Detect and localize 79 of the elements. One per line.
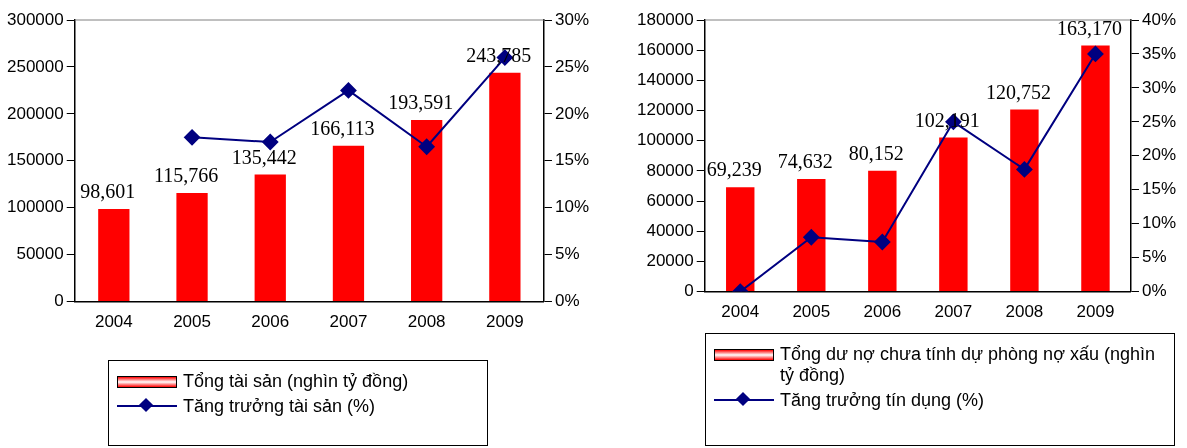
x-tick-label: 2006 xyxy=(863,302,902,322)
data-label: 163,170 xyxy=(1056,16,1122,39)
legend-label: Tăng trưởng tài sản (%) xyxy=(183,396,375,417)
y-tick-label: 100000 xyxy=(6,197,64,217)
point xyxy=(418,138,435,155)
y-tick-label: 50000 xyxy=(16,244,64,264)
y-tick-label: 150000 xyxy=(6,150,64,170)
y-tick-label: 160000 xyxy=(636,39,694,59)
point xyxy=(340,82,357,99)
bar xyxy=(1081,45,1110,292)
bar xyxy=(176,192,208,302)
point xyxy=(874,234,891,251)
y-tick-label: 250000 xyxy=(6,56,64,76)
y2-tick-label: 15% xyxy=(1141,179,1177,199)
point xyxy=(803,229,820,246)
y2-tick-label: 5% xyxy=(1141,247,1167,267)
x-tick-label: 2005 xyxy=(792,302,831,322)
bar xyxy=(411,119,443,302)
point xyxy=(184,129,201,146)
data-label: 120,752 xyxy=(985,80,1051,103)
data-label: 166,113 xyxy=(310,116,375,139)
y2-tick-label: 30% xyxy=(1141,77,1177,97)
legend-label: Tổng tài sản (nghìn tỷ đồng) xyxy=(183,371,409,392)
y2-tick-label: 0% xyxy=(554,291,580,311)
y-tick-label: 100000 xyxy=(636,130,694,150)
data-label: 193,591 xyxy=(388,91,454,114)
point xyxy=(1016,161,1033,178)
y2-tick-label: 20% xyxy=(554,103,590,123)
x-tick-label: 2004 xyxy=(94,312,133,332)
x-tick-label: 2008 xyxy=(1005,302,1044,322)
y2-tick-label: 40% xyxy=(1141,9,1177,29)
x-tick-label: 2007 xyxy=(329,312,368,332)
y2-tick-label: 20% xyxy=(1141,145,1177,165)
y-tick-label: 120000 xyxy=(636,100,694,120)
data-label: 74,632 xyxy=(777,150,833,173)
data-label: 98,601 xyxy=(80,180,136,203)
y2-tick-label: 25% xyxy=(1141,111,1177,131)
y-tick-label: 60000 xyxy=(646,190,694,210)
x-tick-label: 2009 xyxy=(485,312,524,332)
bar xyxy=(868,170,897,292)
y2-tick-label: 35% xyxy=(1141,43,1177,63)
legend-label: Tổng dư nợ chưa tính dự phòng nợ xấu (nghìn tỷ đồng) xyxy=(780,344,1156,386)
bar xyxy=(939,137,968,292)
y2-tick-label: 10% xyxy=(554,197,590,217)
bar xyxy=(254,174,286,302)
bar xyxy=(332,145,365,302)
y-tick-label: 200000 xyxy=(6,103,64,123)
y2-tick-label: 5% xyxy=(554,244,580,264)
x-tick-label: 2005 xyxy=(173,312,211,332)
point xyxy=(1087,45,1104,62)
y2-tick-label: 25% xyxy=(554,56,590,76)
legend-label: Tăng trưởng tín dụng (%) xyxy=(780,390,984,411)
point xyxy=(262,134,279,151)
y-tick-label: 80000 xyxy=(646,160,694,180)
y2-tick-label: 30% xyxy=(554,9,590,29)
x-tick-label: 2008 xyxy=(407,312,446,332)
y-tick-label: 0 xyxy=(54,291,64,311)
data-label: 80,152 xyxy=(848,141,904,164)
bar xyxy=(1010,109,1039,292)
x-tick-label: 2006 xyxy=(251,312,290,332)
y-tick-label: 20000 xyxy=(646,251,694,271)
y2-tick-label: 0% xyxy=(1141,281,1167,301)
bar xyxy=(726,187,755,292)
y2-tick-label: 10% xyxy=(1141,213,1177,233)
y-tick-label: 0 xyxy=(684,281,694,301)
data-label: 69,239 xyxy=(706,158,762,181)
y-tick-label: 140000 xyxy=(636,70,694,90)
y-tick-label: 40000 xyxy=(646,220,694,240)
bar xyxy=(98,209,130,302)
y-tick-label: 180000 xyxy=(636,9,694,29)
y2-tick-label: 15% xyxy=(554,150,590,170)
y-tick-label: 300000 xyxy=(6,9,64,29)
data-label: 135,442 xyxy=(231,145,297,168)
bar xyxy=(797,178,826,292)
x-tick-label: 2007 xyxy=(934,302,973,322)
x-tick-label: 2009 xyxy=(1076,302,1115,322)
x-tick-label: 2004 xyxy=(721,302,760,322)
data-label: 115,766 xyxy=(153,164,219,187)
bar xyxy=(489,72,521,302)
